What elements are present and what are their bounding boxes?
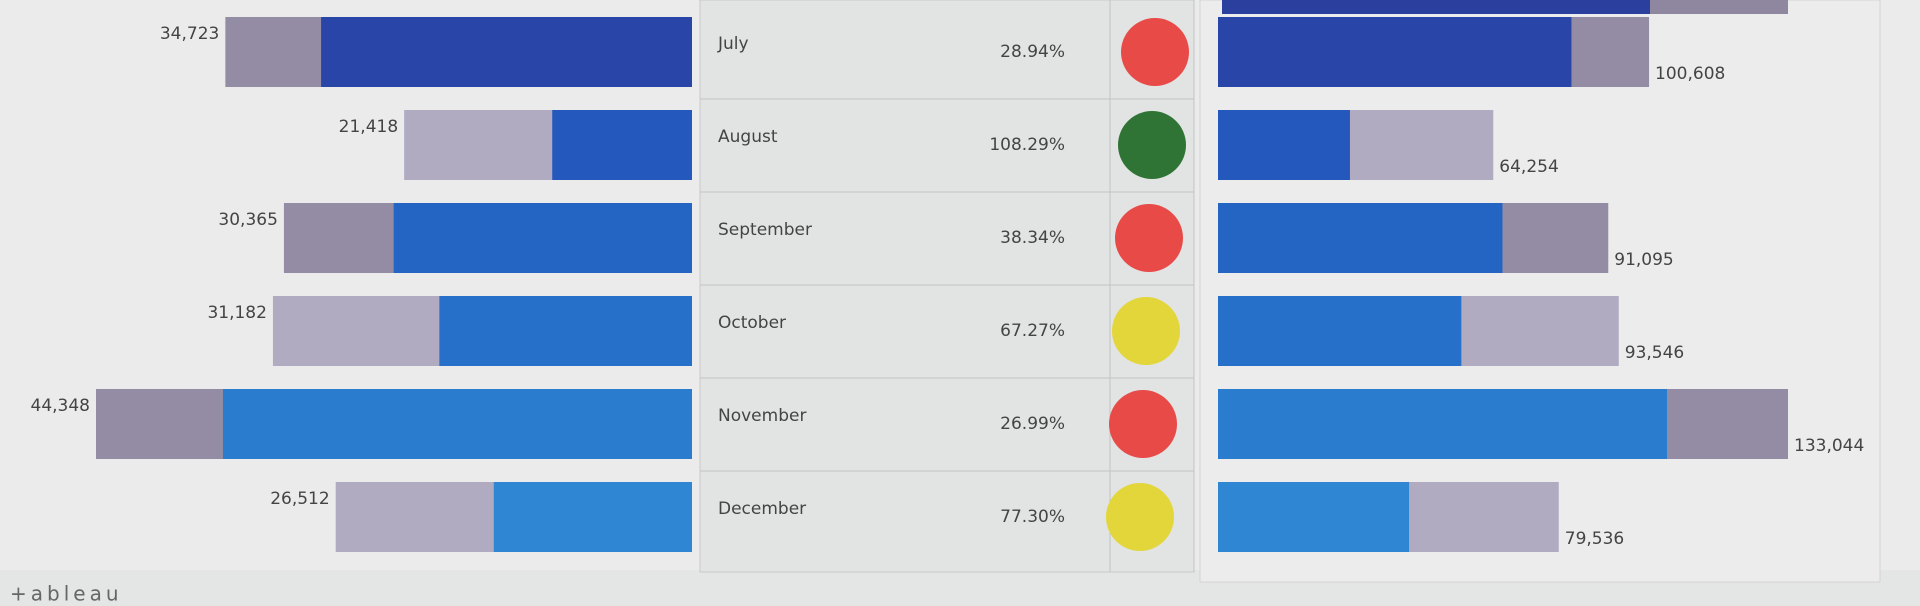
right-value-label: 64,254 (1499, 157, 1558, 177)
right-bar-blue (1218, 389, 1667, 459)
right-value-label: 93,546 (1625, 343, 1684, 363)
right-bar-blue (1218, 203, 1503, 273)
table-panel (699, 0, 1195, 573)
percent-label: 26.99% (1000, 414, 1065, 434)
left-bar-blue (222, 389, 692, 459)
left-value-label: 26,512 (270, 489, 329, 509)
left-value-label: 31,182 (207, 303, 266, 323)
partial-bar (1650, 0, 1788, 14)
left-value-label: 34,723 (160, 24, 219, 44)
month-label: September (718, 220, 812, 240)
right-bar-blue (1218, 296, 1462, 366)
tableau-logo: +ableau (10, 582, 123, 606)
right-value-label: 79,536 (1565, 529, 1624, 549)
status-indicator (1109, 390, 1177, 458)
percent-label: 108.29% (989, 135, 1065, 155)
right-value-label: 133,044 (1794, 436, 1864, 456)
status-indicator (1118, 111, 1186, 179)
month-label: December (718, 499, 806, 519)
percent-label: 67.27% (1000, 321, 1065, 341)
status-indicator (1112, 297, 1180, 365)
month-label: July (717, 34, 749, 54)
left-value-label: 21,418 (339, 117, 398, 137)
partial-bar (1222, 0, 1788, 14)
percent-label: 77.30% (1000, 507, 1065, 527)
left-value-label: 30,365 (218, 210, 277, 230)
month-label: November (718, 406, 806, 426)
right-value-label: 100,608 (1655, 64, 1725, 84)
left-value-label: 44,348 (31, 396, 90, 416)
status-indicator (1115, 204, 1183, 272)
right-bar-blue (1218, 110, 1350, 180)
left-bar-blue (439, 296, 692, 366)
right-bar-blue (1218, 17, 1572, 87)
month-label: August (718, 127, 778, 147)
status-indicator (1121, 18, 1189, 86)
percent-label: 38.34% (1000, 228, 1065, 248)
month-label: October (718, 313, 786, 333)
status-indicator (1106, 483, 1174, 551)
left-bar-blue (393, 203, 692, 273)
left-bar-blue (321, 17, 692, 87)
percent-label: 28.94% (1000, 42, 1065, 62)
left-bar-blue (552, 110, 692, 180)
right-bar-blue (1218, 482, 1410, 552)
left-bar-blue (493, 482, 692, 552)
right-value-label: 91,095 (1614, 250, 1673, 270)
